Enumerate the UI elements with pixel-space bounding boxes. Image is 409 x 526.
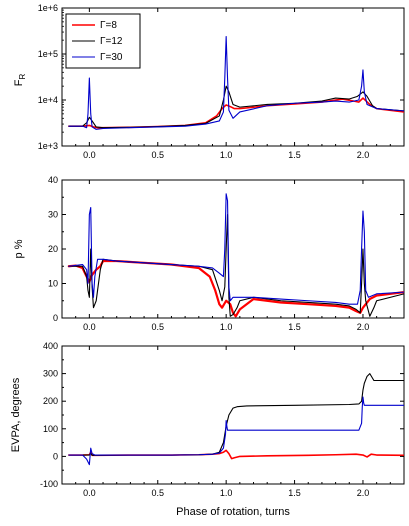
xtick-label: 2.0: [357, 150, 370, 160]
evpa-series-gamma-8: [68, 449, 404, 460]
xtick-label: 0.5: [152, 488, 165, 498]
ytick-label: 30: [48, 210, 58, 220]
ylabel-evpa: EVPA, degrees: [10, 377, 22, 452]
xtick-label: 0.0: [83, 488, 96, 498]
ytick-label: 20: [48, 244, 58, 254]
ytick-label: 0: [53, 451, 58, 461]
polarization-series-gamma-12: [68, 213, 404, 317]
plot-area-evpa: [61, 345, 405, 485]
ytick-label: 40: [48, 175, 58, 185]
plot-area-flux: [61, 7, 405, 147]
xtick-label: 2.0: [357, 488, 370, 498]
ytick-label: 1e+5: [38, 49, 58, 59]
ytick-label: 300: [43, 369, 58, 379]
ylabel-flux-sub: R: [18, 74, 27, 80]
ytick-label: -100: [40, 479, 58, 489]
panel-flux: 0.0 0.5 1.0 1.5 2.0 1e+3 1e+4 1e+5 1e+6 FR Γ=8 Γ…: [13, 3, 405, 160]
polarization-series-gamma-8: [67, 259, 404, 318]
flux-series-gamma-8: [68, 97, 404, 129]
panel-evpa: 0.0 0.5 1.0 1.5 2.0 -100 0 100 200 300 400 EVPA, d…: [10, 341, 405, 518]
legend-label-gamma-8: Γ=8: [100, 20, 117, 31]
series-layer-flux: [68, 35, 404, 130]
xtick-label: 1.5: [288, 150, 301, 160]
ytick-label: 200: [43, 396, 58, 406]
xtick-label: 1.0: [220, 150, 233, 160]
ticks-layer-flux: 0.0 0.5 1.0 1.5 2.0 1e+3 1e+4 1e+5 1e+6: [38, 3, 404, 160]
ylabel-polarization: p %: [13, 239, 25, 258]
ylabel-flux-main: F: [13, 79, 25, 86]
legend: Γ=8 Γ=12 Γ=30: [65, 13, 141, 69]
xtick-label: 0.5: [152, 150, 165, 160]
xtick-label: 0.0: [83, 150, 96, 160]
xtick-label: 1.5: [288, 488, 301, 498]
flux-series-gamma-30: [68, 35, 404, 130]
ticks-layer-evpa: 0.0 0.5 1.0 1.5 2.0 -100 0 100 200 300 400: [40, 341, 404, 498]
panel-polarization: 0.0 0.5 1.0 1.5 2.0 0 10 20 30 40 p %: [13, 175, 405, 332]
evpa-series-gamma-30: [68, 396, 404, 466]
ytick-label: 0: [53, 313, 58, 323]
ytick-label: 100: [43, 424, 58, 434]
legend-label-gamma-30: Γ=30: [100, 52, 123, 63]
xlabel-evpa: Phase of rotation, turns: [176, 506, 290, 518]
evpa-series-gamma-12: [68, 373, 404, 456]
ytick-label: 1e+4: [38, 95, 58, 105]
series-layer-evpa: [68, 373, 404, 466]
xtick-label: 1.5: [288, 322, 301, 332]
flux-series-gamma-12: [68, 85, 404, 129]
xtick-label: 1.0: [220, 322, 233, 332]
ytick-label: 10: [48, 279, 58, 289]
ylabel-flux: FR: [13, 74, 27, 87]
xtick-label: 0.0: [83, 322, 96, 332]
ytick-label: 400: [43, 341, 58, 351]
ticks-layer-polarization: 0.0 0.5 1.0 1.5 2.0 0 10 20 30 40: [48, 175, 404, 332]
series-layer-polarization: [67, 193, 404, 318]
ytick-label: 1e+3: [38, 141, 58, 151]
xtick-label: 1.0: [220, 488, 233, 498]
ytick-label: 1e+6: [38, 3, 58, 13]
xtick-label: 2.0: [357, 322, 370, 332]
legend-label-gamma-12: Γ=12: [100, 36, 123, 47]
xtick-label: 0.5: [152, 322, 165, 332]
polarization-series-gamma-30: [68, 193, 404, 305]
